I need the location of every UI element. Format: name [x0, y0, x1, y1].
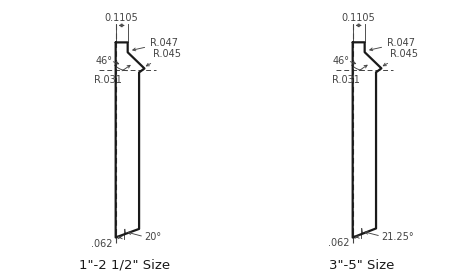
- Text: 20°: 20°: [145, 232, 162, 242]
- Text: R.031: R.031: [331, 65, 367, 85]
- Text: 0.1105: 0.1105: [342, 13, 375, 23]
- Text: 46°: 46°: [95, 56, 112, 66]
- Text: .062: .062: [328, 238, 350, 248]
- Text: 21.25°: 21.25°: [382, 232, 414, 242]
- Text: 46°: 46°: [332, 56, 349, 66]
- Text: R.047: R.047: [370, 38, 415, 51]
- Text: 3"-5" Size: 3"-5" Size: [329, 259, 394, 272]
- Text: R.045: R.045: [383, 49, 418, 66]
- Text: R.045: R.045: [146, 49, 181, 66]
- Text: R.031: R.031: [94, 65, 130, 85]
- Text: 1"-2 1/2" Size: 1"-2 1/2" Size: [79, 259, 170, 272]
- Text: 0.1105: 0.1105: [105, 13, 138, 23]
- Text: .062: .062: [91, 239, 113, 249]
- Text: R.047: R.047: [133, 38, 178, 51]
